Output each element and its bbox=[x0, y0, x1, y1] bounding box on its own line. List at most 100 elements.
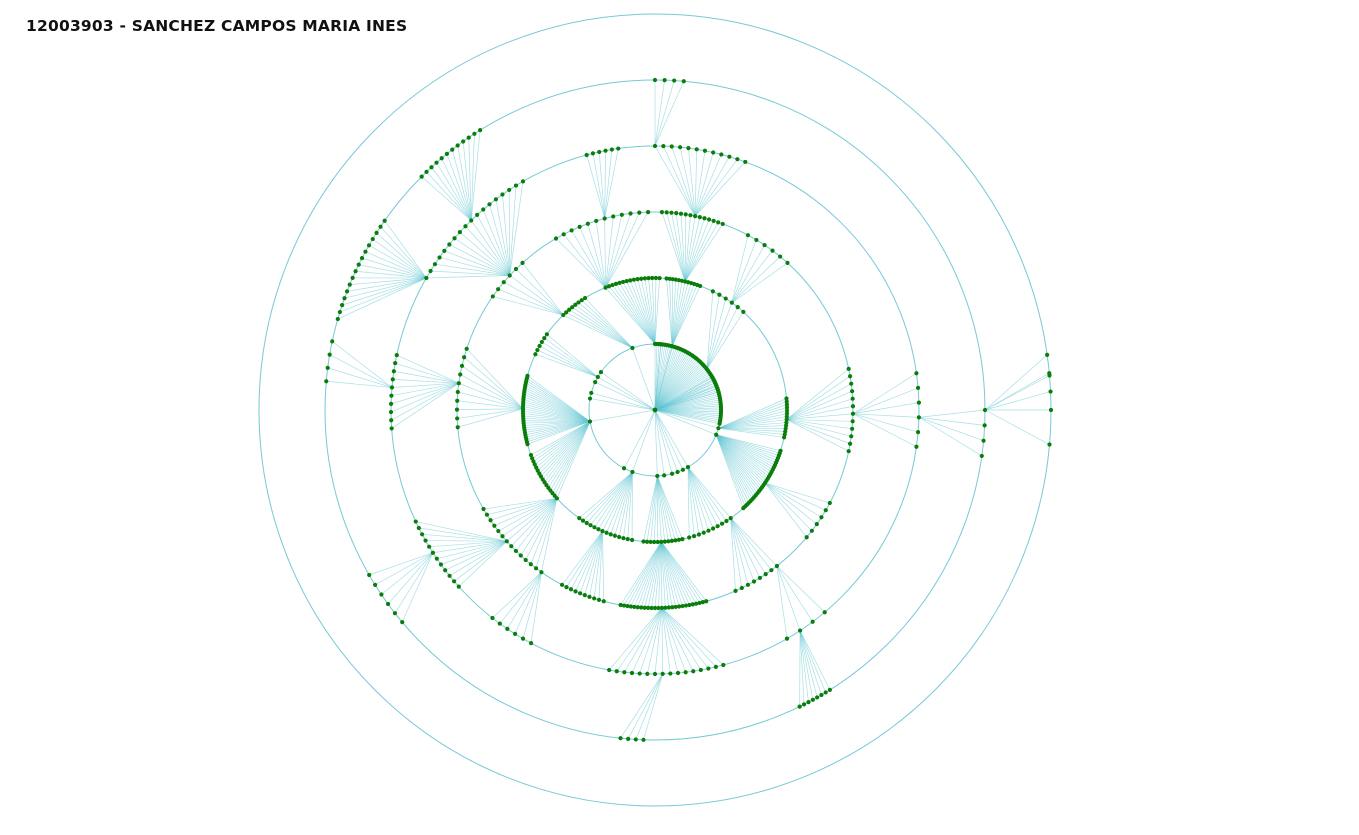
tree-node[interactable] bbox=[635, 605, 640, 610]
tree-node[interactable] bbox=[621, 536, 626, 541]
tree-node[interactable] bbox=[706, 528, 711, 533]
tree-node[interactable] bbox=[778, 254, 783, 259]
tree-node[interactable] bbox=[597, 149, 602, 155]
tree-node[interactable] bbox=[370, 236, 375, 242]
tree-node[interactable] bbox=[848, 441, 853, 446]
tree-node[interactable] bbox=[487, 202, 492, 207]
tree-node[interactable] bbox=[774, 563, 780, 569]
tree-node[interactable] bbox=[452, 579, 457, 584]
tree-node[interactable] bbox=[628, 278, 633, 283]
tree-node[interactable] bbox=[710, 526, 716, 531]
tree-node[interactable] bbox=[683, 670, 688, 675]
tree-node[interactable] bbox=[579, 298, 584, 303]
tree-node[interactable] bbox=[455, 398, 460, 403]
tree-node[interactable] bbox=[782, 435, 787, 440]
tree-node[interactable] bbox=[500, 192, 505, 197]
tree-node[interactable] bbox=[797, 704, 802, 709]
tree-node[interactable] bbox=[437, 255, 442, 260]
tree-node[interactable] bbox=[507, 187, 512, 193]
tree-node[interactable] bbox=[659, 605, 665, 610]
tree-node[interactable] bbox=[819, 692, 824, 698]
tree-node[interactable] bbox=[561, 232, 566, 237]
tree-node[interactable] bbox=[982, 423, 987, 428]
tree-node[interactable] bbox=[340, 303, 345, 308]
tree-node[interactable] bbox=[687, 535, 692, 540]
tree-node[interactable] bbox=[801, 702, 807, 707]
tree-node[interactable] bbox=[659, 210, 665, 215]
tree-node[interactable] bbox=[735, 305, 740, 310]
tree-node[interactable] bbox=[528, 453, 534, 458]
tree-node[interactable] bbox=[745, 582, 751, 587]
tree-node[interactable] bbox=[823, 690, 828, 695]
tree-node[interactable] bbox=[706, 666, 711, 671]
tree-node[interactable] bbox=[452, 236, 457, 241]
tree-node[interactable] bbox=[673, 604, 678, 610]
tree-node[interactable] bbox=[608, 532, 613, 537]
tree-node[interactable] bbox=[472, 131, 477, 136]
tree-node[interactable] bbox=[670, 605, 675, 610]
tree-node[interactable] bbox=[668, 671, 673, 676]
tree-node[interactable] bbox=[419, 174, 424, 179]
tree-node[interactable] bbox=[848, 374, 853, 379]
tree-node[interactable] bbox=[593, 380, 598, 385]
tree-node[interactable] bbox=[700, 600, 706, 605]
tree-node[interactable] bbox=[601, 599, 606, 604]
tree-node[interactable] bbox=[720, 521, 725, 526]
tree-node[interactable] bbox=[702, 216, 707, 221]
tree-node[interactable] bbox=[542, 336, 547, 341]
tree-node[interactable] bbox=[681, 79, 686, 84]
tree-node[interactable] bbox=[588, 523, 593, 528]
tree-node[interactable] bbox=[667, 276, 672, 281]
tree-node[interactable] bbox=[630, 469, 635, 475]
tree-node[interactable] bbox=[650, 275, 655, 281]
tree-node[interactable] bbox=[666, 605, 671, 610]
tree-node[interactable] bbox=[849, 381, 854, 386]
tree-node[interactable] bbox=[544, 332, 549, 337]
tree-node[interactable] bbox=[724, 518, 729, 524]
tree-node[interactable] bbox=[469, 218, 474, 223]
tree-node[interactable] bbox=[457, 230, 463, 235]
tree-node[interactable] bbox=[624, 278, 629, 284]
tree-node[interactable] bbox=[616, 146, 621, 151]
tree-node[interactable] bbox=[561, 312, 566, 318]
tree-node[interactable] bbox=[822, 610, 827, 615]
tree-node[interactable] bbox=[509, 544, 514, 549]
tree-node[interactable] bbox=[1048, 389, 1053, 394]
tree-node[interactable] bbox=[715, 524, 720, 529]
tree-node[interactable] bbox=[686, 146, 691, 151]
tree-node[interactable] bbox=[664, 276, 669, 281]
tree-node[interactable] bbox=[666, 539, 671, 544]
tree-node[interactable] bbox=[645, 671, 650, 676]
tree-node[interactable] bbox=[525, 373, 530, 378]
tree-node[interactable] bbox=[915, 385, 921, 391]
tree-node[interactable] bbox=[520, 179, 526, 184]
tree-node[interactable] bbox=[456, 584, 461, 589]
tree-node[interactable] bbox=[751, 579, 757, 584]
tree-node[interactable] bbox=[324, 379, 329, 384]
tree-node[interactable] bbox=[806, 700, 811, 705]
tree-node[interactable] bbox=[610, 282, 615, 288]
tree-node[interactable] bbox=[846, 449, 851, 454]
tree-node[interactable] bbox=[635, 277, 640, 282]
tree-node[interactable] bbox=[698, 283, 703, 289]
tree-node[interactable] bbox=[621, 466, 627, 471]
tree-node[interactable] bbox=[434, 556, 439, 561]
tree-node[interactable] bbox=[815, 695, 820, 700]
tree-node[interactable] bbox=[701, 530, 706, 535]
tree-node[interactable] bbox=[400, 620, 405, 625]
tree-node[interactable] bbox=[373, 582, 378, 587]
tree-node[interactable] bbox=[389, 418, 394, 423]
tree-node[interactable] bbox=[672, 78, 677, 83]
tree-node[interactable] bbox=[797, 628, 803, 633]
tree-node[interactable] bbox=[568, 587, 574, 592]
tree-node[interactable] bbox=[596, 597, 602, 603]
tree-node[interactable] bbox=[710, 289, 715, 294]
tree-node[interactable] bbox=[359, 256, 365, 261]
tree-node[interactable] bbox=[504, 539, 509, 544]
tree-node[interactable] bbox=[1047, 373, 1052, 378]
tree-node[interactable] bbox=[981, 438, 986, 443]
tree-node[interactable] bbox=[645, 605, 651, 610]
tree-node[interactable] bbox=[428, 268, 433, 274]
tree-node[interactable] bbox=[675, 469, 680, 475]
tree-node[interactable] bbox=[652, 77, 658, 83]
